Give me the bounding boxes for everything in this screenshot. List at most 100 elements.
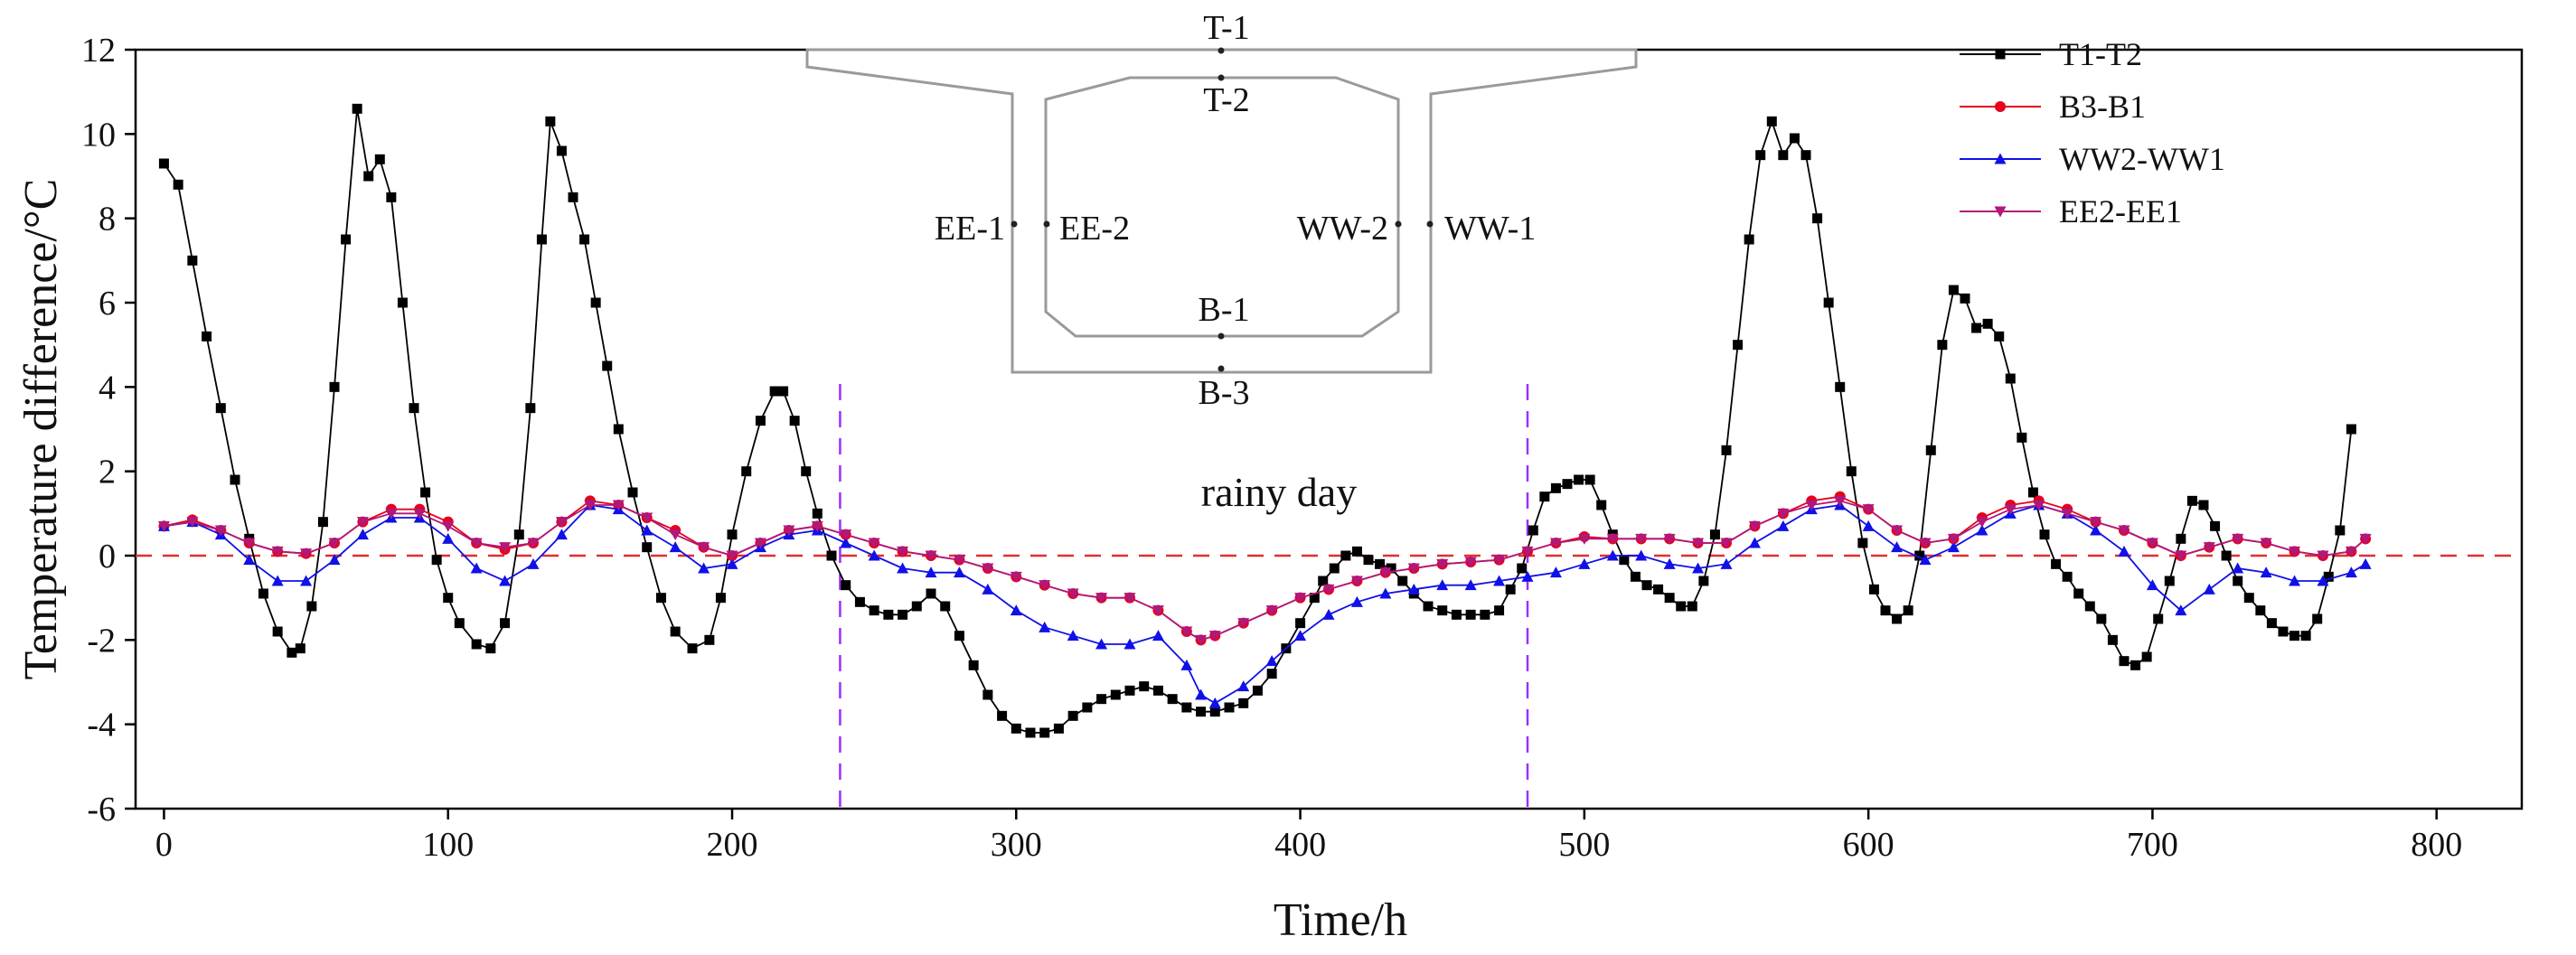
data-point-t1-t2 xyxy=(1744,234,1754,245)
data-point-ee2-ee1 xyxy=(1777,508,1790,520)
data-point-ee2-ee1 xyxy=(811,520,823,532)
data-point-ee2-ee1 xyxy=(641,512,653,524)
data-point-ee2-ee1 xyxy=(726,550,738,562)
y-tick-label: 8 xyxy=(99,201,116,239)
data-point-t1-t2 xyxy=(1800,150,1811,161)
data-point-t1-t2 xyxy=(2027,487,2038,498)
data-point-t1-t2 xyxy=(1868,584,1879,595)
data-point-t1-t2 xyxy=(1397,576,1408,586)
data-point-ee2-ee1 xyxy=(555,517,568,529)
data-point-t1-t2 xyxy=(363,171,374,182)
data-point-ww2-ww1 xyxy=(1067,630,1079,641)
data-point-t1-t2 xyxy=(1960,293,1970,304)
cross-section-label-ee1: EE-1 xyxy=(935,210,1005,248)
data-point-t1-t2 xyxy=(1857,538,1868,548)
data-point-ee2-ee1 xyxy=(868,538,880,549)
data-point-t1-t2 xyxy=(769,386,780,397)
data-point-t1-t2 xyxy=(215,403,226,414)
data-point-t1-t2 xyxy=(1329,563,1340,574)
data-point-ee2-ee1 xyxy=(1039,580,1051,592)
data-point-t1-t2 xyxy=(2266,618,2277,629)
data-point-t1-t2 xyxy=(727,529,738,540)
data-point-t1-t2 xyxy=(1196,707,1207,717)
data-point-t1-t2 xyxy=(173,179,183,190)
data-point-t1-t2 xyxy=(2107,634,2118,645)
data-point-t1-t2 xyxy=(306,601,317,612)
data-point-t1-t2 xyxy=(2221,550,2232,561)
data-point-t1-t2 xyxy=(513,529,524,540)
data-point-t1-t2 xyxy=(1152,685,1163,696)
data-point-ww2-ww1 xyxy=(1095,638,1108,650)
data-point-ww2-ww1 xyxy=(527,557,540,569)
data-point-t1-t2 xyxy=(1721,445,1732,455)
data-point-ee2-ee1 xyxy=(1549,538,1562,549)
data-point-t1-t2 xyxy=(1812,213,1823,224)
data-point-ee2-ee1 xyxy=(1947,533,1960,545)
data-point-t1-t2 xyxy=(1505,584,1516,595)
data-point-ee2-ee1 xyxy=(1010,571,1022,583)
data-point-ee2-ee1 xyxy=(1379,567,1392,579)
data-point-t1-t2 xyxy=(1823,297,1834,308)
data-point-t1-t2 xyxy=(1766,116,1777,126)
data-point-t1-t2 xyxy=(741,466,752,477)
data-point-ww2-ww1 xyxy=(1407,583,1420,595)
data-point-ww2-ww1 xyxy=(698,562,710,574)
data-point-t1-t2 xyxy=(1948,285,1959,295)
legend-item-ww2-ww1: WW2-WW1 xyxy=(1960,141,2225,177)
data-point-t1-t2 xyxy=(1574,474,1584,485)
data-point-t1-t2 xyxy=(454,618,465,629)
cross-section-label-ww2: WW-2 xyxy=(1297,210,1388,248)
data-point-ww2-ww1 xyxy=(641,524,653,536)
data-point-ee2-ee1 xyxy=(356,517,369,529)
sensor-point-b1 xyxy=(1217,332,1225,340)
data-point-t1-t2 xyxy=(1139,681,1150,692)
data-point-ee2-ee1 xyxy=(470,538,483,549)
data-point-t1-t2 xyxy=(670,626,681,637)
data-point-ee2-ee1 xyxy=(1436,558,1449,570)
data-point-t1-t2 xyxy=(1295,618,1306,629)
data-point-t1-t2 xyxy=(869,605,879,616)
data-point-ee2-ee1 xyxy=(1834,495,1847,507)
data-point-ee2-ee1 xyxy=(584,500,597,511)
data-point-ww2-ww1 xyxy=(442,532,455,544)
data-point-t1-t2 xyxy=(341,234,352,245)
data-point-t1-t2 xyxy=(272,626,283,637)
data-point-t1-t2 xyxy=(2278,626,2289,637)
legend-swatch-marker xyxy=(1995,101,2006,112)
data-point-t1-t2 xyxy=(2176,533,2186,544)
data-point-ww2-ww1 xyxy=(1294,630,1307,641)
data-point-t1-t2 xyxy=(1584,474,1595,485)
data-point-t1-t2 xyxy=(755,416,766,426)
data-point-ee2-ee1 xyxy=(1350,576,1363,587)
data-point-t1-t2 xyxy=(1517,563,1528,574)
data-point-t1-t2 xyxy=(1630,571,1641,582)
rainy-day-annotation: rainy day xyxy=(1201,469,1357,515)
data-point-ee2-ee1 xyxy=(2260,538,2272,549)
x-axis-title: Time/h xyxy=(1274,894,1407,946)
data-point-t1-t2 xyxy=(1351,546,1362,557)
data-point-ww2-ww1 xyxy=(1635,549,1648,561)
y-tick-label: -4 xyxy=(87,707,116,744)
data-point-t1-t2 xyxy=(1096,694,1107,705)
x-tick-label: 100 xyxy=(422,826,474,864)
data-point-t1-t2 xyxy=(317,517,328,528)
data-point-ee2-ee1 xyxy=(840,529,852,541)
data-point-ee2-ee1 xyxy=(1891,525,1904,537)
legend-swatch-marker xyxy=(1995,49,2006,60)
data-point-ww2-ww1 xyxy=(2146,579,2158,591)
y-tick-label: 10 xyxy=(81,116,116,154)
data-point-t1-t2 xyxy=(2153,613,2164,624)
data-point-t1-t2 xyxy=(1340,550,1351,561)
sensor-point-ww2 xyxy=(1395,220,1402,228)
data-point-ww2-ww1 xyxy=(2232,562,2244,574)
data-point-ee2-ee1 xyxy=(1095,593,1108,604)
data-point-t1-t2 xyxy=(1846,466,1857,477)
data-point-ww2-ww1 xyxy=(2203,583,2215,595)
data-point-ee2-ee1 xyxy=(2345,546,2357,557)
data-point-t1-t2 xyxy=(1494,605,1505,616)
y-tick-label: 2 xyxy=(99,454,116,492)
data-point-ww2-ww1 xyxy=(1578,557,1591,569)
data-point-ee2-ee1 xyxy=(2359,533,2372,545)
data-point-ee2-ee1 xyxy=(783,525,795,537)
sensor-point-ee2 xyxy=(1043,220,1050,228)
